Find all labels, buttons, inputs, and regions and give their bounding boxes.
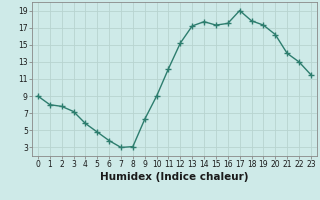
X-axis label: Humidex (Indice chaleur): Humidex (Indice chaleur)	[100, 172, 249, 182]
